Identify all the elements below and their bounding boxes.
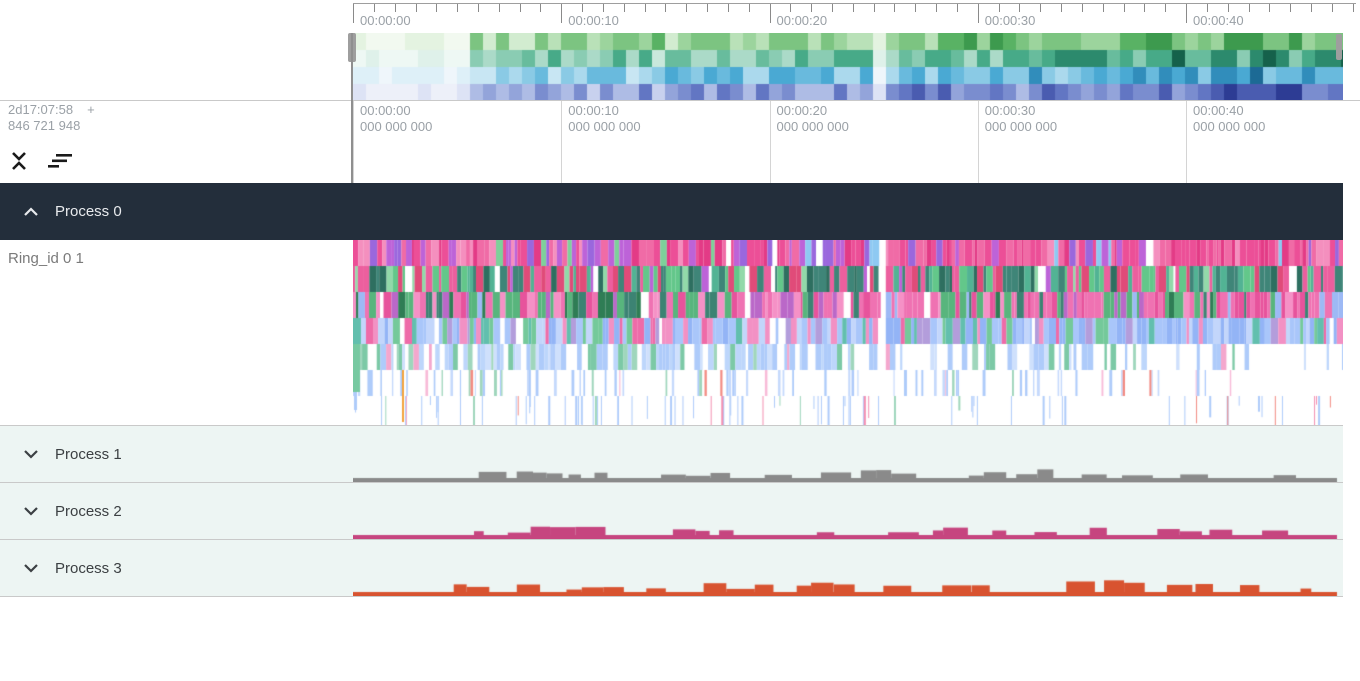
ruler-tick xyxy=(727,4,729,12)
ruler-tick xyxy=(977,4,979,23)
ruler-tick xyxy=(1310,4,1312,12)
ruler-tick xyxy=(1331,4,1333,12)
process-3-activity-chart[interactable] xyxy=(353,540,1343,596)
ruler-tick xyxy=(477,4,479,12)
ruler-time-label: 00:00:20 xyxy=(776,13,828,28)
ruler-tick xyxy=(832,4,833,12)
ruler-tick xyxy=(998,4,1000,12)
ruler-tick xyxy=(394,4,396,12)
process-row-1[interactable]: Process 1 xyxy=(0,426,1343,482)
ruler-tick xyxy=(852,4,854,12)
ring-track-slices[interactable] xyxy=(353,240,1343,425)
chevron-down-icon[interactable] xyxy=(22,445,40,463)
ruler-tick xyxy=(1248,4,1250,12)
ruler-tick xyxy=(582,4,584,12)
grid-time-label: 00:00:00 000 000 000 xyxy=(360,103,433,134)
ruler-tick xyxy=(1019,4,1021,12)
grid-time-label: 00:00:30 000 000 000 xyxy=(984,103,1058,134)
track-row-ring[interactable]: Ring_id 0 1 xyxy=(0,240,1360,425)
grid-time-label: 00:00:10 000 000 000 xyxy=(568,103,641,134)
ruler-tick xyxy=(623,4,625,12)
ruler-tick xyxy=(1061,4,1062,12)
row-separator xyxy=(0,425,1343,426)
ruler-tick xyxy=(540,4,542,12)
process-2-label: Process 2 xyxy=(55,502,122,520)
chevron-down-icon[interactable] xyxy=(22,559,40,577)
ruler-tick xyxy=(1102,4,1104,12)
ruler-tick xyxy=(956,4,958,12)
process-1-label: Process 1 xyxy=(55,445,122,463)
ruler-tick xyxy=(415,4,417,12)
ruler-tick xyxy=(353,4,354,23)
ruler-baseline xyxy=(353,3,1356,4)
timeline-ruler: 00:00:00 00:00:10 00:00:20 00:00:30 00:00:40 xyxy=(0,0,1360,32)
ruler-tick xyxy=(436,4,438,12)
chevron-up-icon[interactable] xyxy=(22,203,40,221)
process-1-activity-chart[interactable] xyxy=(353,426,1343,482)
ruler-tick xyxy=(1165,4,1167,12)
ruler-tick xyxy=(1144,4,1146,12)
track-toolbar xyxy=(6,149,72,173)
row-separator xyxy=(0,482,1343,483)
ring-track-label: Ring_id 0 1 xyxy=(8,250,84,267)
chevron-down-icon[interactable] xyxy=(22,502,40,520)
row-separator xyxy=(0,539,1343,540)
ruler-tick xyxy=(769,4,771,23)
ruler-tick xyxy=(457,4,459,12)
viewport-handle-right[interactable] xyxy=(1336,34,1342,60)
ruler-tick xyxy=(519,4,521,12)
ruler-time-label: 00:00:00 xyxy=(360,13,411,28)
ruler-tick xyxy=(936,4,938,12)
ruler-tick xyxy=(748,4,750,12)
ruler-tick xyxy=(644,4,646,12)
ruler-tick xyxy=(915,4,917,12)
row-separator xyxy=(0,596,1343,597)
process-group-header[interactable]: Process 0 xyxy=(0,183,1343,240)
ruler-tick xyxy=(707,4,708,12)
ruler-time-label: 00:00:10 xyxy=(568,13,619,28)
ruler-tick xyxy=(1081,4,1083,12)
ruler-tick xyxy=(873,4,875,12)
ruler-tick xyxy=(1040,4,1042,12)
grid-time-label: 00:00:40 000 000 000 xyxy=(1193,103,1266,134)
ruler-tick xyxy=(602,4,604,12)
ruler-tick xyxy=(1290,4,1292,12)
ruler-tick xyxy=(665,4,667,12)
process-0-label: Process 0 xyxy=(55,203,122,220)
ruler-tick xyxy=(1227,4,1229,12)
process-3-label: Process 3 xyxy=(55,559,122,577)
process-2-activity-chart[interactable] xyxy=(353,483,1343,539)
collapse-tracks-icon[interactable] xyxy=(6,149,32,173)
ruler-tick xyxy=(1352,4,1354,12)
ruler-tick xyxy=(811,4,813,12)
ruler-tick xyxy=(561,4,563,23)
process-row-3[interactable]: Process 3 xyxy=(0,540,1343,596)
ruler-tick xyxy=(1186,4,1187,23)
overview-heatmap[interactable] xyxy=(353,33,1343,101)
ruler-tick xyxy=(686,4,688,12)
ruler-tick xyxy=(1269,4,1271,12)
ruler-tick xyxy=(498,4,500,12)
trace-timestamp: 2d17:07:58 + 846 721 948 xyxy=(8,102,95,134)
ruler-tick xyxy=(1206,4,1208,12)
ruler-tick xyxy=(1123,4,1125,12)
sort-lines-icon[interactable] xyxy=(46,149,72,173)
wall-clock-time: 2d17:07:58 xyxy=(8,102,74,117)
grid-time-label: 00:00:20 000 000 000 xyxy=(776,103,849,134)
ruler-divider xyxy=(0,100,1360,101)
plus-sign: + xyxy=(87,102,95,117)
ruler-tick xyxy=(790,4,792,12)
process-row-2[interactable]: Process 2 xyxy=(0,483,1343,539)
ruler-tick xyxy=(373,4,375,12)
ruler-tick xyxy=(894,4,896,12)
ruler-time-label: 00:00:30 xyxy=(984,13,1036,28)
ruler-time-label: 00:00:40 xyxy=(1193,13,1244,28)
time-offset: 846 721 948 xyxy=(8,118,81,133)
